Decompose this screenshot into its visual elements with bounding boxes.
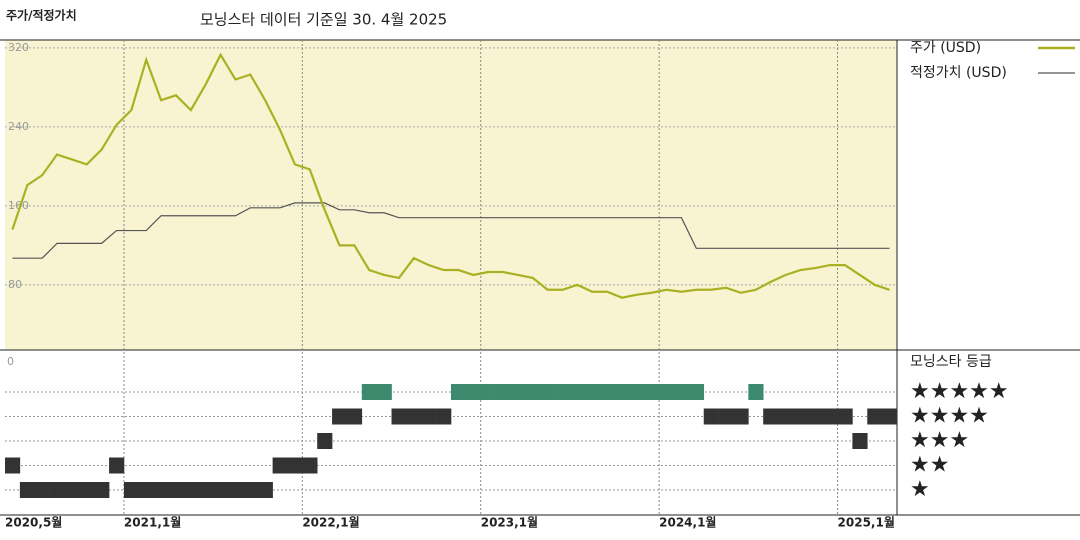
rating-bar (49, 482, 65, 498)
rating-bar (183, 482, 199, 498)
rating-level-label: ★★ (910, 453, 949, 478)
rating-bar (5, 457, 21, 474)
rating-bar (703, 408, 719, 425)
rating-bar (123, 482, 140, 498)
y-tick-label: 320 (8, 41, 29, 54)
rating-bar (34, 482, 50, 498)
rating-bar (94, 482, 110, 498)
rating-tick-label: 0 (7, 355, 14, 368)
rating-bar (733, 408, 749, 425)
rating-bar (391, 408, 407, 425)
rating-bar (540, 384, 556, 400)
rating-bar (421, 408, 437, 425)
legend-label: 주가 (USD) (910, 40, 981, 56)
plot-background (5, 40, 897, 350)
rating-bar (688, 384, 705, 400)
rating-bar (64, 482, 80, 498)
rating-bar (257, 482, 273, 498)
rating-bar (376, 384, 392, 400)
rating-bar (599, 384, 615, 400)
rating-bar (674, 384, 690, 400)
rating-bar (109, 457, 125, 474)
rating-bar (451, 384, 467, 400)
rating-bar (822, 408, 838, 425)
rating-bar (138, 482, 154, 498)
series-line (12, 202, 890, 259)
rating-bar (346, 408, 363, 425)
rating-bar (168, 482, 184, 498)
rating-level-label: ★ (910, 477, 930, 502)
y-tick-label: 160 (8, 199, 29, 212)
rating-level-label: ★★★★★ (910, 379, 1009, 404)
rating-bar (644, 384, 660, 400)
y-tick-label: 80 (8, 278, 22, 291)
rating-bar (837, 408, 853, 425)
rating-bar (406, 408, 422, 425)
rating-bar (287, 457, 303, 474)
rating-bar (228, 482, 244, 498)
rating-bar (213, 482, 229, 498)
series-line (11, 52, 890, 299)
rating-bar (629, 384, 645, 400)
rating-bar (510, 384, 526, 400)
rating-bar (569, 384, 586, 400)
rating-bar (79, 482, 95, 498)
rating-bar (317, 433, 333, 449)
rating-bar (480, 384, 496, 400)
rating-bar (361, 384, 377, 400)
rating-bar (792, 408, 809, 425)
rating-bar (302, 457, 318, 474)
chart-subtitle: 모닝스타 데이터 기준일 30. 4월 2025 (200, 11, 447, 29)
rating-bar (748, 384, 764, 400)
rating-bar (495, 384, 511, 400)
rating-bar (778, 408, 794, 425)
ratings-title: 모닝스타 등급 (910, 354, 992, 370)
rating-bar (272, 457, 288, 474)
rating-bar (807, 408, 823, 425)
rating-bar (614, 384, 630, 400)
x-tick-label: 2023,1월 (481, 515, 538, 530)
frame (0, 39, 1080, 516)
rating-bar (867, 408, 883, 425)
rating-level-label: ★★★ (910, 428, 969, 453)
x-tick-label: 2020,5월 (5, 515, 62, 530)
rating-bar (198, 482, 214, 498)
chart-title: 주가/적정가치 (6, 8, 77, 23)
rating-bar (19, 482, 36, 498)
rating-bar (882, 408, 898, 425)
rating-bar (525, 384, 541, 400)
rating-bar (436, 408, 452, 425)
rating-bar (153, 482, 169, 498)
x-tick-label: 2024,1월 (659, 515, 716, 530)
rating-bar (852, 433, 868, 449)
x-tick-label: 2025,1월 (838, 515, 895, 530)
rating-bar (332, 408, 348, 425)
rating-bar (555, 384, 571, 400)
rating-bar (584, 384, 600, 400)
rating-bar (718, 408, 734, 425)
y-tick-label: 240 (8, 120, 29, 133)
x-tick-label: 2022,1월 (302, 515, 359, 530)
legend-label: 적정가치 (USD) (910, 65, 1007, 81)
rating-level-label: ★★★★ (910, 404, 989, 429)
rating-bar (465, 384, 482, 400)
rating-bar (242, 482, 259, 498)
x-tick-label: 2021,1월 (124, 515, 181, 530)
rating-bar (763, 408, 779, 425)
rating-bar (659, 384, 675, 400)
